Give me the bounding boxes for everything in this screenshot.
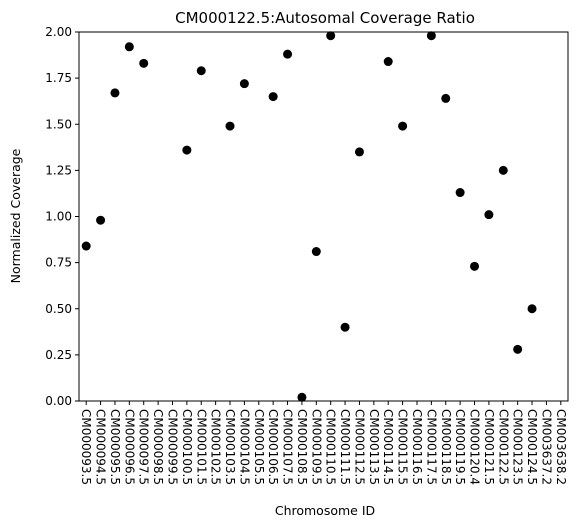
x-tick-label: CM000122.5 [496, 409, 510, 485]
data-point [354, 147, 364, 157]
x-tick-label: CM003637.2 [539, 409, 553, 485]
x-tick-label: CM000098.5 [151, 409, 165, 485]
y-tick-label: 0.75 [45, 256, 72, 270]
x-tick-label: CM000108.5 [295, 409, 309, 485]
x-tick-label: CM000102.5 [209, 409, 223, 485]
data-point [426, 31, 436, 41]
data-point [470, 261, 480, 271]
x-tick-label: CM000114.5 [381, 409, 395, 485]
x-tick-label: CM000103.5 [223, 409, 237, 485]
x-tick-label: CM000096.5 [122, 409, 136, 485]
x-tick-label: CM000124.5 [525, 409, 539, 485]
y-tick-label: 0.25 [45, 348, 72, 362]
data-point [110, 88, 120, 98]
y-tick-label: 0.00 [45, 394, 72, 408]
data-point [398, 121, 408, 131]
y-tick-label: 2.00 [45, 25, 72, 39]
y-axis-ticks: 0.00 0.25 0.50 0.75 1.00 1.25 1.50 1.75 2.00 [45, 25, 79, 408]
data-point [455, 188, 465, 198]
x-tick-label: CM000123.5 [511, 409, 525, 485]
data-point [268, 92, 278, 102]
x-tick-label: CM000117.5 [424, 409, 438, 485]
data-point [225, 121, 235, 131]
data-point [196, 66, 206, 76]
data-point [498, 165, 508, 175]
data-point [340, 322, 350, 332]
data-point [484, 210, 494, 220]
data-point [96, 215, 106, 225]
chart-title: CM000122.5:Autosomal Coverage Ratio [175, 9, 475, 27]
x-tick-label: CM000094.5 [94, 409, 108, 485]
x-tick-label: CM000095.5 [108, 409, 122, 485]
plot-frame [78, 31, 569, 402]
data-point [297, 392, 307, 402]
x-tick-label: CM000104.5 [237, 409, 251, 485]
x-tick-label: CM000118.5 [439, 409, 453, 485]
y-tick-label: 1.25 [45, 163, 72, 177]
y-axis-label: Normalized Coverage [8, 148, 23, 283]
data-point [283, 49, 293, 59]
data-point [81, 241, 91, 251]
data-point [326, 31, 336, 41]
x-tick-label: CM000116.5 [410, 409, 424, 485]
y-tick-label: 1.50 [45, 117, 72, 131]
x-tick-label: CM000109.5 [309, 409, 323, 485]
x-tick-label: CM000111.5 [338, 409, 352, 485]
x-tick-label: CM000115.5 [396, 409, 410, 485]
y-tick-label: 1.75 [45, 71, 72, 85]
x-tick-label: CM000112.5 [352, 409, 366, 485]
x-tick-label: CM000101.5 [194, 409, 208, 485]
x-axis-ticks: CM000093.5 CM000094.5 CM000095.5 CM000096.5… [79, 401, 568, 485]
data-point [527, 304, 537, 314]
x-tick-label: CM003638.2 [554, 409, 568, 485]
data-point [182, 145, 192, 155]
x-tick-label: CM000110.5 [324, 409, 338, 485]
data-point [124, 42, 134, 52]
x-tick-label: CM000105.5 [252, 409, 266, 485]
x-tick-label: CM000106.5 [266, 409, 280, 485]
data-point [441, 93, 451, 103]
x-tick-label: CM000119.5 [453, 409, 467, 485]
data-points [81, 31, 537, 402]
x-tick-label: CM000099.5 [165, 409, 179, 485]
x-tick-label: CM000100.5 [180, 409, 194, 485]
data-point [239, 79, 249, 89]
x-tick-label: CM000121.5 [482, 409, 496, 485]
x-tick-label: CM000097.5 [137, 409, 151, 485]
x-tick-label: CM000120.4 [468, 409, 482, 485]
data-point [383, 57, 393, 67]
x-tick-label: CM000113.5 [367, 409, 381, 485]
y-tick-label: 0.50 [45, 302, 72, 316]
data-point [513, 344, 523, 354]
x-axis-label: Chromosome ID [275, 503, 375, 518]
data-point [139, 58, 149, 68]
data-point [311, 247, 321, 257]
x-tick-label: CM000093.5 [79, 409, 93, 485]
y-tick-label: 1.00 [45, 210, 72, 224]
x-tick-label: CM000107.5 [281, 409, 295, 485]
